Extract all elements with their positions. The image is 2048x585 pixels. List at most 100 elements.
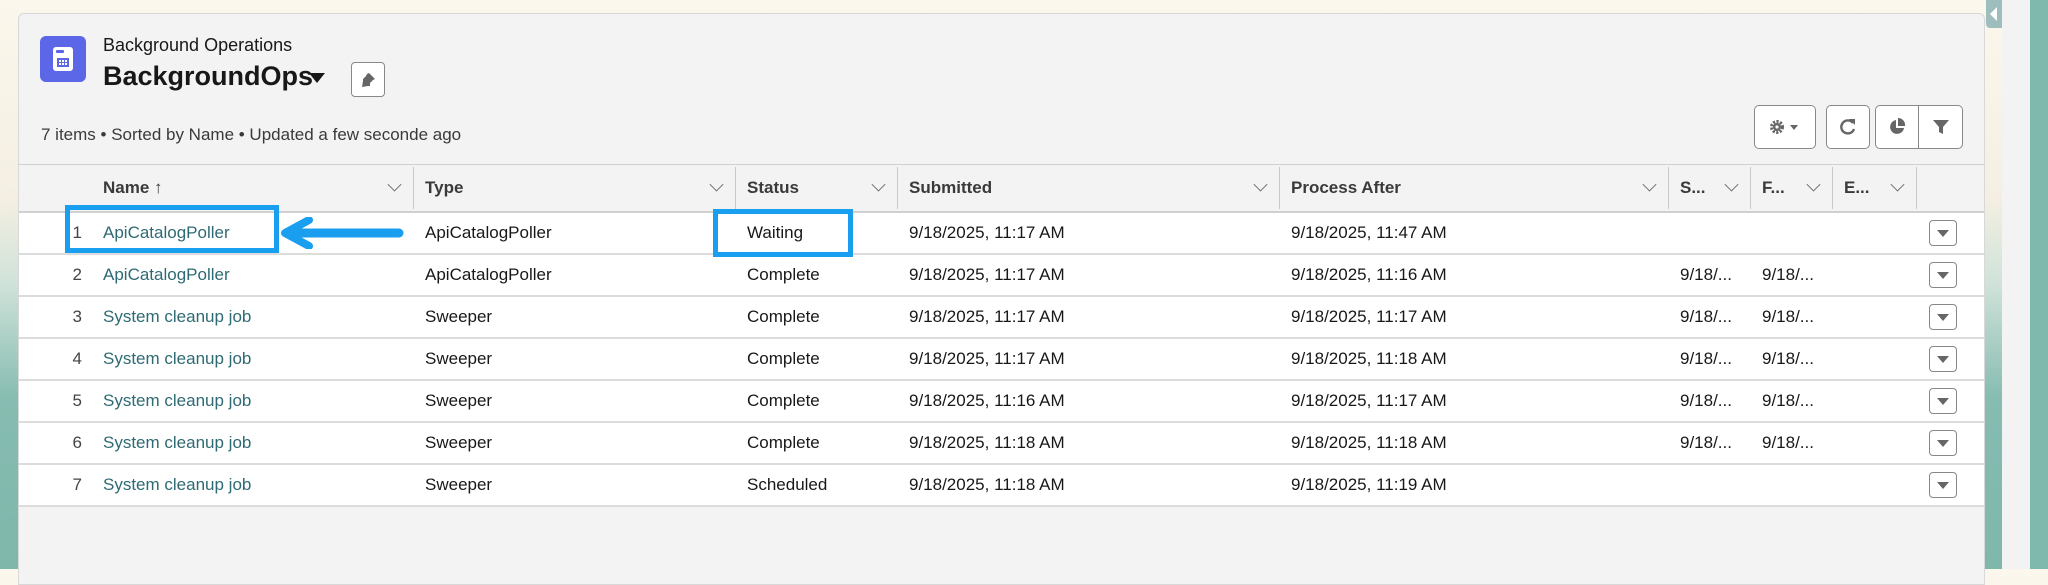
column-label: Type bbox=[425, 178, 464, 197]
chevron-down-icon[interactable] bbox=[871, 177, 886, 192]
pin-list-button[interactable] bbox=[351, 62, 385, 97]
process-after-cell: 9/18/2025, 11:47 AM bbox=[1280, 212, 1669, 255]
process-after-cell: 9/18/2025, 11:18 AM bbox=[1280, 338, 1669, 381]
status-cell: Complete bbox=[736, 254, 898, 297]
calendar-form-icon bbox=[40, 36, 86, 82]
row-number: 7 bbox=[19, 464, 92, 507]
collapse-sidebar-button[interactable] bbox=[1986, 0, 2002, 28]
column-label: Process After bbox=[1291, 178, 1401, 197]
background-operations-table: Name ↑ Type Status Submitted Process Aft… bbox=[19, 164, 1984, 507]
f-cell: 9/18/... bbox=[1751, 380, 1833, 423]
e-cell bbox=[1833, 464, 1917, 507]
record-link[interactable]: System cleanup job bbox=[103, 475, 252, 494]
s-cell: 9/18/... bbox=[1669, 338, 1751, 381]
row-number: 5 bbox=[19, 380, 92, 423]
status-cell: Complete bbox=[736, 380, 898, 423]
list-view-dropdown-icon[interactable] bbox=[309, 73, 325, 83]
row-number: 4 bbox=[19, 338, 92, 381]
name-cell: System cleanup job bbox=[92, 296, 414, 339]
record-link[interactable]: ApiCatalogPoller bbox=[103, 223, 230, 242]
show-chart-button[interactable] bbox=[1876, 106, 1919, 148]
s-cell: 9/18/... bbox=[1669, 254, 1751, 297]
submitted-cell: 9/18/2025, 11:18 AM bbox=[898, 464, 1280, 507]
column-label: E... bbox=[1844, 178, 1870, 197]
s-cell: 9/18/... bbox=[1669, 422, 1751, 465]
refresh-button[interactable] bbox=[1826, 105, 1870, 149]
column-header-name[interactable]: Name ↑ bbox=[92, 164, 414, 213]
filter-button[interactable] bbox=[1919, 106, 1962, 148]
chevron-down-icon[interactable] bbox=[387, 177, 402, 192]
chevron-down-icon[interactable] bbox=[1806, 177, 1821, 192]
list-summary: 7 items • Sorted by Name • Updated a few… bbox=[41, 125, 462, 144]
row-actions-button[interactable] bbox=[1929, 220, 1957, 246]
chart-filter-group bbox=[1875, 105, 1963, 149]
row-actions-button[interactable] bbox=[1929, 346, 1957, 372]
column-label: Status bbox=[747, 178, 799, 197]
column-header-status[interactable]: Status bbox=[736, 164, 898, 213]
s-cell: 9/18/... bbox=[1669, 380, 1751, 423]
name-cell: ApiCatalogPoller bbox=[92, 254, 414, 297]
f-cell: 9/18/... bbox=[1751, 338, 1833, 381]
f-cell: 9/18/... bbox=[1751, 296, 1833, 339]
status-cell: Complete bbox=[736, 422, 898, 465]
row-actions-button[interactable] bbox=[1929, 430, 1957, 456]
pin-icon bbox=[362, 72, 375, 87]
row-actions-button[interactable] bbox=[1929, 262, 1957, 288]
column-header-type[interactable]: Type bbox=[414, 164, 736, 213]
chevron-down-icon[interactable] bbox=[1724, 177, 1739, 192]
list-settings-button[interactable] bbox=[1754, 105, 1816, 149]
annotation-arrow-icon bbox=[281, 217, 404, 249]
chevron-down-icon[interactable] bbox=[1253, 177, 1268, 192]
list-view-title[interactable]: BackgroundOps bbox=[103, 61, 314, 91]
e-cell bbox=[1833, 338, 1917, 381]
row-actions-button[interactable] bbox=[1929, 388, 1957, 414]
table-row: 6 System cleanup job Sweeper Complete 9/18/2… bbox=[19, 422, 1984, 465]
column-header-f[interactable]: F... bbox=[1751, 164, 1833, 213]
table-row: 4 System cleanup job Sweeper Complete 9/18/2… bbox=[19, 338, 1984, 381]
record-link[interactable]: System cleanup job bbox=[103, 307, 252, 326]
status-cell: Complete bbox=[736, 338, 898, 381]
column-label: Name ↑ bbox=[103, 178, 163, 197]
column-header-s[interactable]: S... bbox=[1669, 164, 1751, 213]
annotation-highlight-name bbox=[65, 205, 279, 253]
chevron-down-icon[interactable] bbox=[1890, 177, 1905, 192]
process-after-cell: 9/18/2025, 11:18 AM bbox=[1280, 422, 1669, 465]
record-link[interactable]: System cleanup job bbox=[103, 349, 252, 368]
row-actions-cell bbox=[1917, 422, 1984, 465]
f-cell: 9/18/... bbox=[1751, 422, 1833, 465]
row-actions-button[interactable] bbox=[1929, 472, 1957, 498]
row-number: 3 bbox=[19, 296, 92, 339]
chevron-down-icon[interactable] bbox=[1642, 177, 1657, 192]
s-cell bbox=[1669, 464, 1751, 507]
process-after-cell: 9/18/2025, 11:16 AM bbox=[1280, 254, 1669, 297]
name-cell: System cleanup job bbox=[92, 338, 414, 381]
row-actions-cell bbox=[1917, 464, 1984, 507]
status-cell: Scheduled bbox=[736, 464, 898, 507]
process-after-cell: 9/18/2025, 11:19 AM bbox=[1280, 464, 1669, 507]
pie-chart-icon bbox=[1890, 118, 1906, 134]
type-cell: Sweeper bbox=[414, 380, 736, 423]
s-cell: 9/18/... bbox=[1669, 296, 1751, 339]
record-link[interactable]: System cleanup job bbox=[103, 433, 252, 452]
table-header-row: Name ↑ Type Status Submitted Process Aft… bbox=[19, 164, 1984, 213]
column-header-submitted[interactable]: Submitted bbox=[898, 164, 1280, 213]
row-number: 2 bbox=[19, 254, 92, 297]
type-cell: Sweeper bbox=[414, 464, 736, 507]
type-cell: ApiCatalogPoller bbox=[414, 254, 736, 297]
chevron-down-icon[interactable] bbox=[709, 177, 724, 192]
record-link[interactable]: System cleanup job bbox=[103, 391, 252, 410]
process-after-cell: 9/18/2025, 11:17 AM bbox=[1280, 380, 1669, 423]
submitted-cell: 9/18/2025, 11:16 AM bbox=[898, 380, 1280, 423]
row-number-header bbox=[19, 164, 92, 213]
column-header-process-after[interactable]: Process After bbox=[1280, 164, 1669, 213]
table-row: 3 System cleanup job Sweeper Complete 9/18/2… bbox=[19, 296, 1984, 339]
type-cell: Sweeper bbox=[414, 422, 736, 465]
object-label: Background Operations bbox=[103, 35, 293, 55]
row-actions-button[interactable] bbox=[1929, 304, 1957, 330]
f-cell bbox=[1751, 464, 1833, 507]
list-view-panel: Background Operations BackgroundOps 7 it… bbox=[18, 13, 1985, 585]
record-link[interactable]: ApiCatalogPoller bbox=[103, 265, 230, 284]
name-cell: System cleanup job bbox=[92, 422, 414, 465]
column-header-e[interactable]: E... bbox=[1833, 164, 1917, 213]
submitted-cell: 9/18/2025, 11:17 AM bbox=[898, 338, 1280, 381]
